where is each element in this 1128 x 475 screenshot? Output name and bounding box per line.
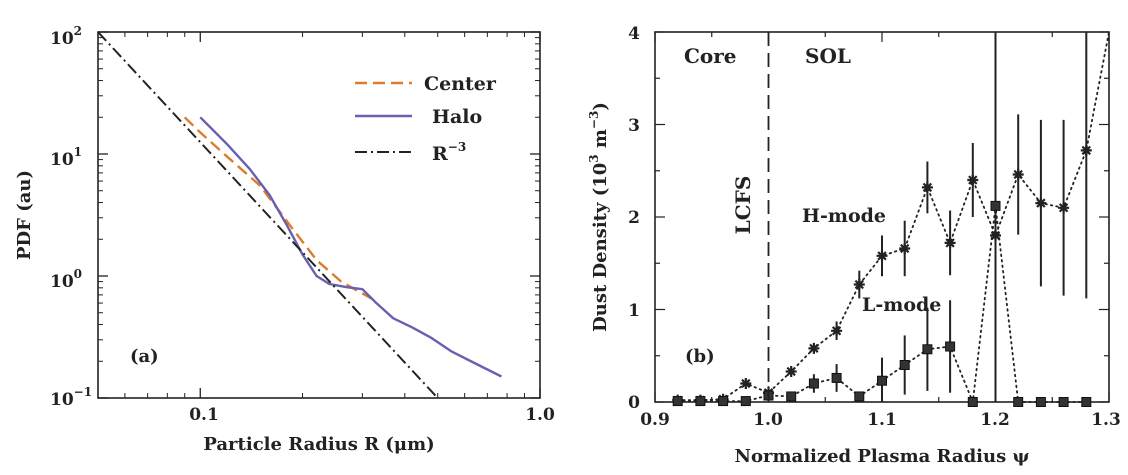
a-xtick-label-0.1: 0.1 [189,405,219,425]
b-ytick-label-1: 1 [628,301,640,321]
point-l-mode [808,378,819,389]
a-ytick-label-1: 100 [50,267,82,292]
point-h-mode [808,342,820,354]
point-h-mode [921,181,933,193]
point-h-mode [785,366,797,377]
b-xtick-label-0.9: 0.9 [640,410,670,430]
point-l-mode [740,396,751,407]
point-h-mode [740,378,752,389]
panel-a-series [97,31,502,399]
point-l-mode [786,391,797,402]
point-l-mode [695,396,706,407]
a-ytick-label-0.1: 10−1 [50,385,92,410]
panel-b-label: (b) [685,346,715,367]
b-ytick-label-4: 4 [628,24,640,44]
a-ytick-label-10: 101 [50,145,82,170]
panel-b: 0 1 2 3 4 0.9 1.0 1.1 1.2 1.3 Normalized… [587,24,1121,467]
point-h-mode [944,237,956,249]
point-l-mode [922,344,933,355]
a-xtick-label-1.0: 1.0 [525,405,555,425]
panel-a-frame [97,31,541,399]
point-h-mode [1058,202,1070,214]
point-l-mode [672,396,683,407]
b-ytick-label-2: 2 [628,208,640,228]
point-l-mode [877,375,887,386]
a-ytick-label-100: 102 [50,24,82,49]
h-mode-label: H-mode [802,205,886,227]
point-l-mode [945,341,956,352]
b-y-axis-label: Dust Density (103 m−3) [587,102,611,332]
b-xtick-label-1.3: 1.3 [1091,410,1121,430]
legend-label-halo: Halo [432,106,482,128]
a-y-axis-label: PDF (au) [14,170,35,260]
point-l-mode [967,397,978,407]
panel-a-label: (a) [130,346,159,367]
series-line-center [183,116,377,303]
lcfs-label: LCFS [731,176,755,235]
panel-a: 102 101 100 10−1 0.1 1.0 Particle Radius… [14,24,555,455]
b-x-axis-label: Normalized Plasma Radius ψ [735,446,1030,467]
b-xtick-label-1.1: 1.1 [867,410,897,430]
point-h-mode [831,325,843,337]
point-h-mode [1035,197,1047,209]
point-l-mode [1035,397,1046,407]
point-l-mode [718,396,729,407]
series-line-r [97,31,439,399]
point-l-mode [990,200,1001,211]
b-ytick-label-0: 0 [628,393,640,413]
point-l-mode [854,391,865,402]
core-label: Core [684,44,737,68]
sol-label: SOL [805,44,851,68]
panel-a-ticks [97,31,541,399]
point-h-mode [853,279,865,290]
legend-label-r3: R−3 [432,140,466,165]
b-xtick-label-1.0: 1.0 [753,410,783,430]
point-l-mode [899,360,910,370]
series-line-halo [199,116,502,378]
a-x-axis-label: Particle Radius R (μm) [203,434,434,455]
point-l-mode [831,372,842,383]
b-ytick-label-3: 3 [628,116,640,136]
series-line-h-mode [676,31,1110,402]
b-xtick-label-1.2: 1.2 [980,410,1010,430]
point-h-mode [967,174,979,186]
point-h-mode [876,250,888,262]
l-mode-label: L-mode [862,294,941,316]
point-h-mode [1080,144,1092,156]
point-l-mode [1081,397,1092,407]
point-h-mode [1012,169,1024,180]
point-l-mode [1013,397,1024,407]
point-h-mode [899,243,911,254]
panel-a-legend: Center Halo R−3 [355,73,497,165]
legend-label-center: Center [424,73,497,95]
point-l-mode [1058,397,1069,407]
